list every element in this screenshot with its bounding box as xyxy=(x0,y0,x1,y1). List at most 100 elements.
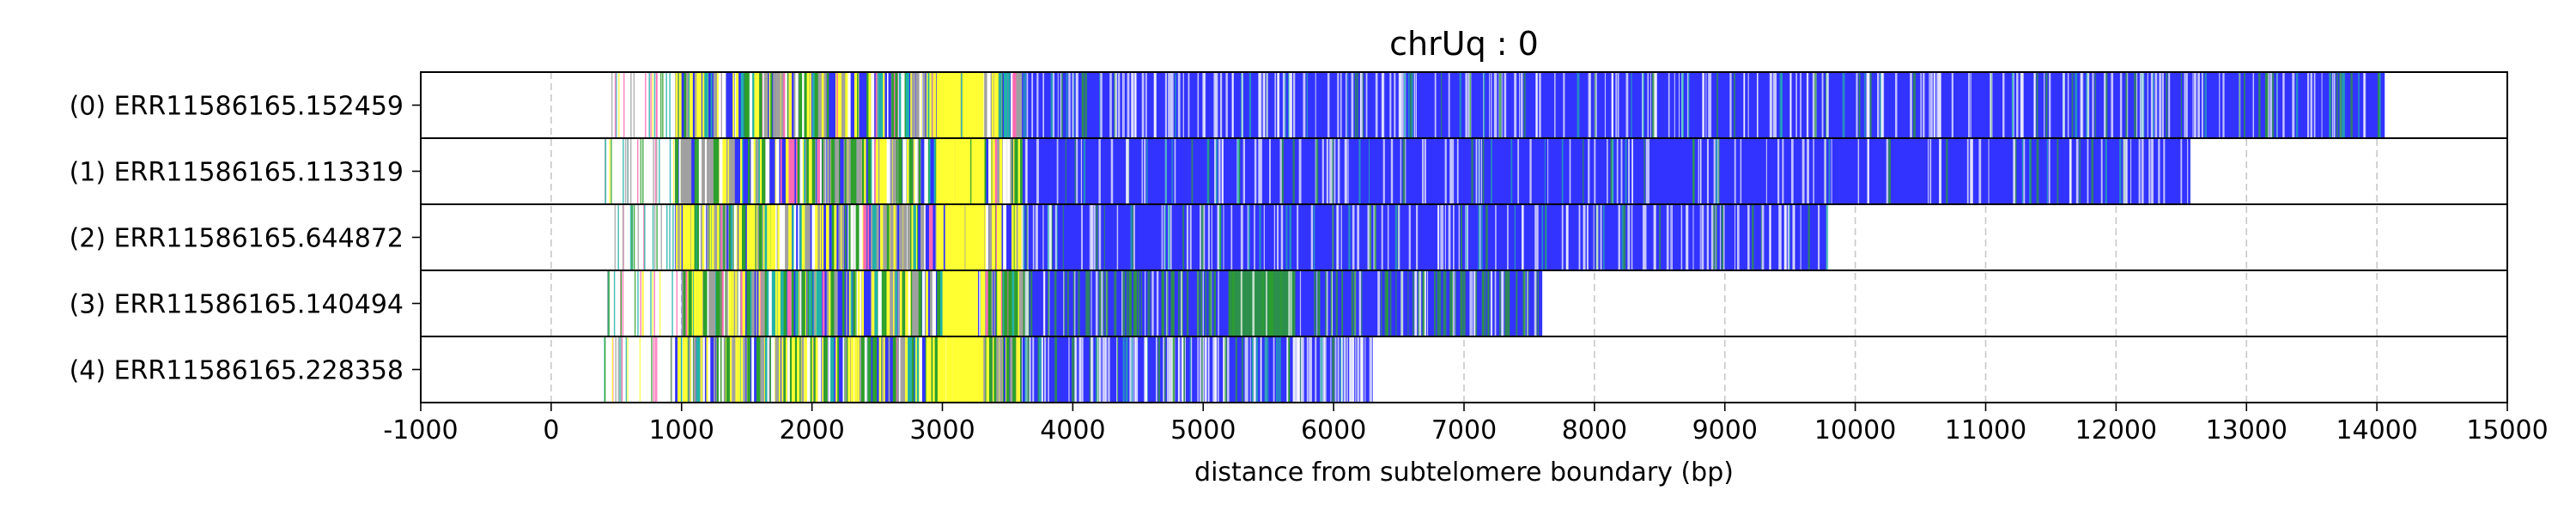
variant-mark xyxy=(1554,73,1556,137)
variant-mark xyxy=(1026,73,1029,137)
variant-mark xyxy=(1027,205,1029,270)
variant-mark xyxy=(630,73,632,137)
variant-mark xyxy=(1186,271,1189,336)
variant-mark xyxy=(1643,139,1645,203)
variant-mark xyxy=(1036,139,1039,203)
variant-mark xyxy=(1054,271,1057,336)
variant-mark xyxy=(939,205,943,270)
variant-mark xyxy=(890,139,893,203)
variant-mark xyxy=(1519,73,1521,137)
variant-mark xyxy=(1197,337,1199,402)
variant-mark xyxy=(1085,271,1089,336)
variant-mark xyxy=(1348,205,1351,270)
variant-mark xyxy=(781,271,784,336)
variant-mark xyxy=(653,139,654,203)
variant-mark xyxy=(1280,271,1282,336)
variant-mark xyxy=(808,139,812,203)
variant-mark xyxy=(965,337,970,402)
variant-mark xyxy=(805,73,809,137)
variant-mark xyxy=(979,205,983,270)
variant-mark xyxy=(1807,205,1810,270)
variant-mark xyxy=(1394,73,1396,137)
variant-mark xyxy=(1297,337,1301,402)
variant-mark xyxy=(1007,73,1011,137)
variant-mark xyxy=(735,337,738,402)
variant-mark xyxy=(1334,337,1337,402)
variant-mark xyxy=(1701,205,1704,270)
variant-mark xyxy=(758,139,760,203)
variant-mark xyxy=(1322,337,1325,402)
variant-mark xyxy=(720,205,722,270)
variant-mark xyxy=(1534,205,1537,270)
plot-area xyxy=(420,71,2508,403)
variant-mark xyxy=(746,205,750,270)
variant-mark xyxy=(1674,73,1675,137)
variant-mark xyxy=(799,139,803,203)
variant-mark xyxy=(721,271,724,336)
variant-mark xyxy=(957,271,962,336)
variant-mark xyxy=(1600,205,1602,270)
variant-mark xyxy=(740,337,743,402)
variant-mark xyxy=(1208,271,1211,336)
variant-mark xyxy=(1042,205,1044,270)
variant-mark xyxy=(1444,139,1447,203)
variant-mark xyxy=(2333,73,2336,137)
variant-mark xyxy=(1007,139,1010,203)
variant-mark xyxy=(905,73,909,137)
variant-mark xyxy=(1453,205,1455,270)
variant-mark xyxy=(1289,73,1291,137)
variant-mark xyxy=(1577,73,1580,137)
variant-mark xyxy=(1535,73,1538,137)
variant-mark xyxy=(971,139,976,203)
variant-mark xyxy=(710,73,713,137)
variant-mark xyxy=(2332,73,2334,137)
variant-mark xyxy=(987,337,991,402)
variant-mark xyxy=(844,139,847,203)
variant-mark xyxy=(1048,205,1050,270)
variant-mark xyxy=(2087,139,2089,203)
variant-mark xyxy=(2079,139,2081,203)
variant-mark xyxy=(986,271,988,336)
variant-mark xyxy=(1320,337,1323,402)
variant-mark xyxy=(1207,337,1210,402)
variant-mark xyxy=(946,337,951,402)
variant-mark xyxy=(1777,139,1780,203)
variant-mark xyxy=(932,271,936,336)
variant-mark xyxy=(879,205,884,270)
variant-mark xyxy=(1060,73,1062,137)
variant-mark xyxy=(2069,139,2072,203)
variant-mark xyxy=(676,271,678,336)
variant-mark xyxy=(1214,271,1216,336)
variant-mark xyxy=(1410,73,1413,137)
variant-mark xyxy=(1052,73,1055,137)
variant-mark xyxy=(2180,139,2183,203)
variant-mark xyxy=(1239,139,1241,203)
variant-mark xyxy=(611,139,612,203)
variant-mark xyxy=(1029,337,1031,402)
variant-mark xyxy=(815,337,818,402)
variant-mark xyxy=(1419,271,1422,336)
variant-mark xyxy=(1951,73,1953,137)
variant-mark xyxy=(1329,139,1331,203)
variant-mark xyxy=(1807,139,1809,203)
variant-mark xyxy=(1266,271,1267,336)
variant-mark xyxy=(948,139,954,203)
variant-mark xyxy=(962,337,965,402)
variant-mark xyxy=(1063,271,1066,336)
variant-mark xyxy=(944,73,946,137)
variant-mark xyxy=(1116,205,1119,270)
variant-mark xyxy=(723,271,726,336)
variant-mark xyxy=(1471,139,1473,203)
variant-mark xyxy=(1002,337,1005,402)
variant-mark xyxy=(1988,139,1990,203)
variant-mark xyxy=(1743,73,1746,137)
variant-mark xyxy=(836,73,838,137)
variant-mark xyxy=(2057,139,2059,203)
variant-mark xyxy=(1625,139,1627,203)
variant-mark xyxy=(1026,205,1028,270)
variant-mark xyxy=(1813,139,1814,203)
variant-mark xyxy=(1415,73,1418,137)
variant-mark xyxy=(1266,337,1269,402)
variant-mark xyxy=(672,205,674,270)
variant-mark xyxy=(933,337,938,402)
